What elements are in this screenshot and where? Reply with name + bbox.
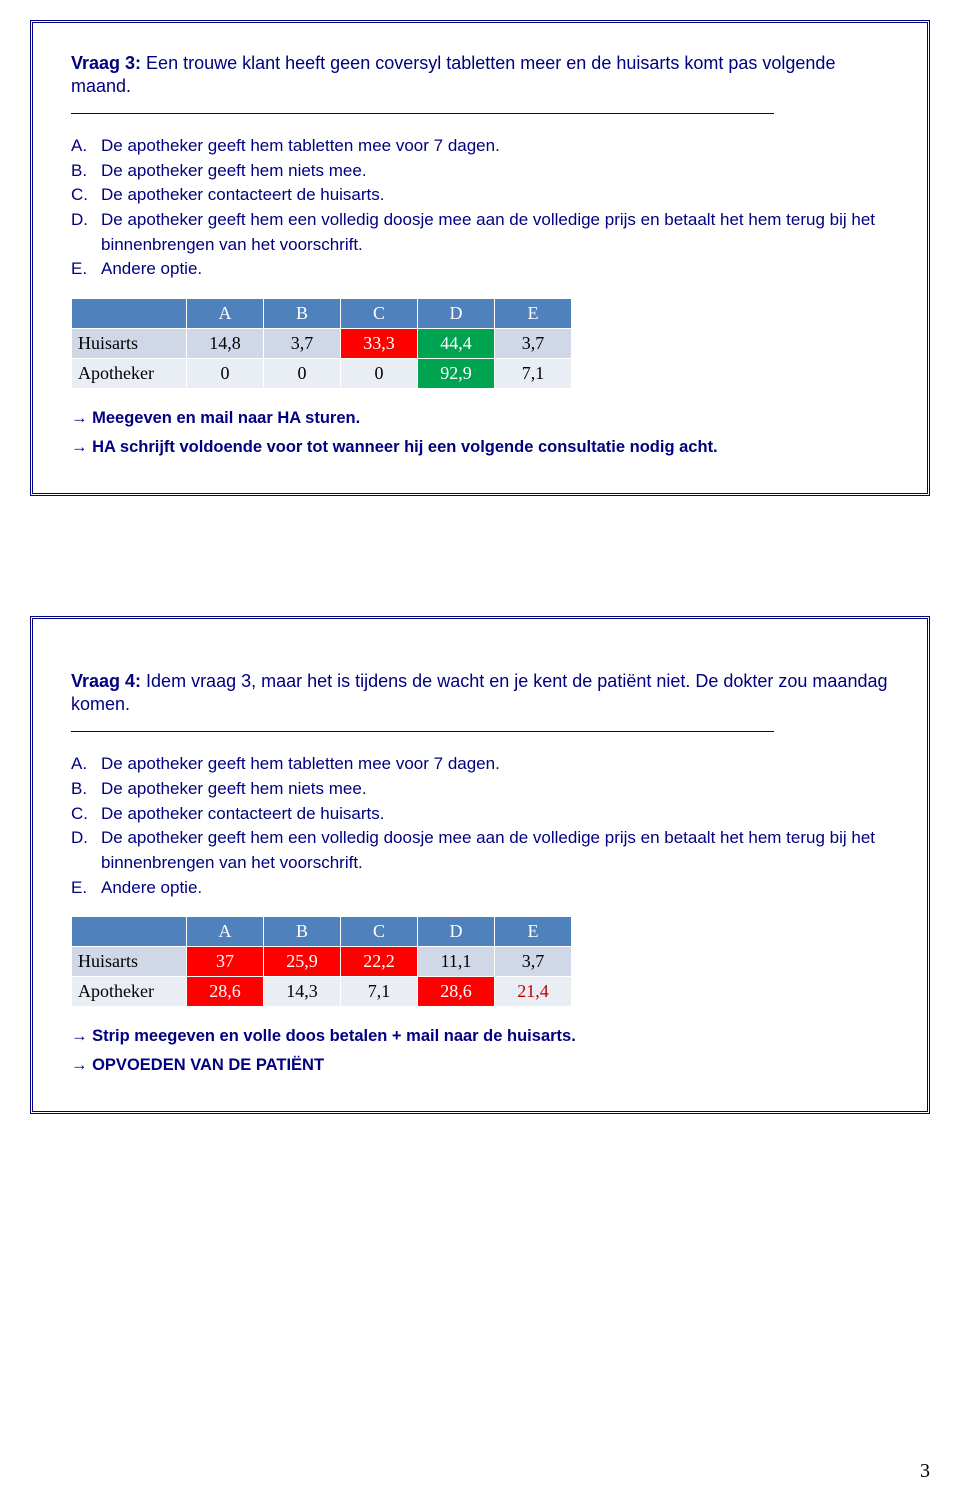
option-text: De apotheker geeft hem tabletten mee voo…: [101, 752, 889, 777]
question-text: Idem vraag 3, maar het is tijdens de wac…: [71, 671, 887, 714]
conclusion-line: → Meegeven en mail naar HA sturen.: [71, 407, 889, 430]
option-text: De apotheker contacteert de huisarts.: [101, 802, 889, 827]
col-header: E: [495, 917, 572, 947]
conclusion-text: Meegeven en mail naar HA sturen.: [92, 409, 360, 427]
option-letter: C.: [71, 802, 101, 827]
cell: 7,1: [495, 359, 572, 389]
option-text: De apotheker geeft hem een volledig doos…: [101, 826, 889, 875]
cell: 25,9: [264, 947, 341, 977]
question-label: Vraag 4:: [71, 671, 141, 691]
arrow-icon: →: [71, 438, 88, 456]
row-label: Apotheker: [72, 977, 187, 1007]
separator: [71, 731, 774, 732]
table-header-row: A B C D E: [72, 299, 572, 329]
col-header: A: [187, 917, 264, 947]
option-letter: E.: [71, 876, 101, 901]
col-header: C: [341, 299, 418, 329]
table-row: Huisarts 37 25,9 22,2 11,1 3,7: [72, 947, 572, 977]
cell: 37: [187, 947, 264, 977]
cell: 28,6: [418, 977, 495, 1007]
option-letter: E.: [71, 257, 101, 282]
slide-vraag-3: Vraag 3: Een trouwe klant heeft geen cov…: [30, 20, 930, 496]
option-text: De apotheker geeft hem een volledig doos…: [101, 208, 889, 257]
cell: 0: [264, 359, 341, 389]
col-header: D: [418, 299, 495, 329]
cell: 92,9: [418, 359, 495, 389]
option-text: Andere optie.: [101, 876, 889, 901]
question-block: Vraag 4: Idem vraag 3, maar het is tijde…: [71, 669, 889, 715]
option-letter: A.: [71, 752, 101, 777]
cell: 33,3: [341, 329, 418, 359]
option-letter: A.: [71, 134, 101, 159]
option-letter: B.: [71, 159, 101, 184]
table-corner: [72, 299, 187, 329]
arrow-icon: →: [71, 409, 88, 427]
cell: 0: [341, 359, 418, 389]
col-header: B: [264, 299, 341, 329]
col-header: D: [418, 917, 495, 947]
cell: 44,4: [418, 329, 495, 359]
table-row: Apotheker 28,6 14,3 7,1 28,6 21,4: [72, 977, 572, 1007]
cell: 3,7: [264, 329, 341, 359]
cell: 21,4: [495, 977, 572, 1007]
results-table: A B C D E Huisarts 14,8 3,7 33,3 44,4 3,…: [71, 298, 572, 389]
col-header: C: [341, 917, 418, 947]
options-list: A.De apotheker geeft hem tabletten mee v…: [71, 752, 889, 900]
cell: 3,7: [495, 947, 572, 977]
table-row: Huisarts 14,8 3,7 33,3 44,4 3,7: [72, 329, 572, 359]
conclusion-line: → Strip meegeven en volle doos betalen +…: [71, 1025, 889, 1048]
table-header-row: A B C D E: [72, 917, 572, 947]
question-text: Een trouwe klant heeft geen coversyl tab…: [71, 53, 835, 96]
options-list: A.De apotheker geeft hem tabletten mee v…: [71, 134, 889, 282]
cell: 14,3: [264, 977, 341, 1007]
conclusion-line: → OPVOEDEN VAN DE PATIËNT: [71, 1054, 889, 1077]
row-label: Apotheker: [72, 359, 187, 389]
results-table: A B C D E Huisarts 37 25,9 22,2 11,1 3,7…: [71, 916, 572, 1007]
conclusion-text: HA schrijft voldoende voor tot wanneer h…: [92, 438, 718, 456]
question-block: Vraag 3: Een trouwe klant heeft geen cov…: [71, 51, 889, 97]
table-corner: [72, 917, 187, 947]
cell: 28,6: [187, 977, 264, 1007]
option-text: De apotheker geeft hem tabletten mee voo…: [101, 134, 889, 159]
row-label: Huisarts: [72, 947, 187, 977]
page-number: 3: [920, 1460, 930, 1483]
arrow-icon: →: [71, 1027, 88, 1045]
slide-vraag-4: Vraag 4: Idem vraag 3, maar het is tijde…: [30, 616, 930, 1114]
cell: 14,8: [187, 329, 264, 359]
option-letter: C.: [71, 183, 101, 208]
col-header: A: [187, 299, 264, 329]
question-label: Vraag 3:: [71, 53, 141, 73]
col-header: B: [264, 917, 341, 947]
option-text: De apotheker geeft hem niets mee.: [101, 159, 889, 184]
option-text: Andere optie.: [101, 257, 889, 282]
conclusion-text: OPVOEDEN VAN DE PATIËNT: [92, 1056, 324, 1074]
cell: 0: [187, 359, 264, 389]
cell: 22,2: [341, 947, 418, 977]
option-letter: D.: [71, 826, 101, 875]
cell: 7,1: [341, 977, 418, 1007]
separator: [71, 113, 774, 114]
conclusion-text: Strip meegeven en volle doos betalen + m…: [92, 1027, 576, 1045]
row-label: Huisarts: [72, 329, 187, 359]
cell: 11,1: [418, 947, 495, 977]
arrow-icon: →: [71, 1056, 88, 1074]
conclusion-line: → HA schrijft voldoende voor tot wanneer…: [71, 436, 889, 459]
col-header: E: [495, 299, 572, 329]
cell: 3,7: [495, 329, 572, 359]
table-row: Apotheker 0 0 0 92,9 7,1: [72, 359, 572, 389]
option-letter: B.: [71, 777, 101, 802]
option-text: De apotheker geeft hem niets mee.: [101, 777, 889, 802]
option-text: De apotheker contacteert de huisarts.: [101, 183, 889, 208]
option-letter: D.: [71, 208, 101, 257]
